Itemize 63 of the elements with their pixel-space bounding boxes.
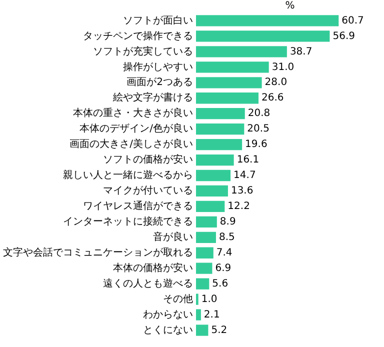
y-tick-label: タッチペンで操作できる — [83, 30, 193, 42]
y-tick-label: 本体の重さ・大きさが良い — [73, 107, 193, 120]
data-label: 31.0 — [272, 62, 294, 73]
data-label: 1.0 — [201, 294, 218, 305]
data-label: 20.5 — [247, 124, 270, 135]
y-tick-label: 操作がしやすい — [123, 60, 193, 73]
bar — [196, 200, 225, 212]
bar — [196, 324, 208, 336]
bar — [196, 108, 245, 120]
data-label: 28.0 — [264, 77, 288, 88]
bar — [196, 124, 244, 135]
data-label: 5.6 — [212, 278, 228, 290]
bar — [196, 138, 242, 150]
bar — [196, 185, 228, 197]
data-label: 6.9 — [215, 262, 232, 274]
y-tick-label: 本体の価格が安い — [113, 262, 193, 274]
bar — [196, 278, 210, 290]
data-label: 14.7 — [234, 170, 256, 182]
y-tick-label: ソフトの価格が安い — [103, 154, 193, 166]
bar — [196, 62, 269, 73]
y-tick-label: インターネットに接続できる — [63, 216, 193, 228]
y-tick-label: マイクが付いている — [103, 186, 193, 197]
data-label: 38.7 — [290, 46, 312, 58]
bar — [196, 247, 214, 258]
data-label: 5.2 — [211, 324, 228, 336]
bar — [196, 232, 216, 243]
data-label: 26.6 — [262, 92, 284, 104]
bar — [196, 216, 217, 228]
y-tick-label: ワイヤレス通信ができる — [83, 200, 193, 212]
y-tick-label: 文字や会話でコミュニケーションが取れる — [3, 246, 193, 258]
data-label: 60.7 — [342, 15, 364, 26]
data-label: 8.5 — [218, 232, 235, 243]
bar — [196, 309, 201, 320]
data-label: 8.9 — [220, 216, 236, 228]
data-label: 12.2 — [228, 201, 250, 212]
y-tick-label: 本体のデザイン/色が良い — [80, 122, 193, 135]
y-tick-label: その他 — [163, 292, 193, 305]
data-label: 2.1 — [204, 309, 220, 320]
y-tick-label: 絵や文字が書ける — [112, 92, 193, 104]
y-tick-label: 音が良い — [153, 231, 193, 243]
y-tick-label: ソフトが充実している — [93, 45, 193, 58]
bar — [196, 170, 231, 182]
y-tick-label: 画面が2つある — [126, 77, 193, 88]
y-tick-label: 親しい人と一緒に遊べるから — [63, 169, 193, 182]
x-axis-title: % — [285, 0, 295, 12]
y-tick-label: とくにない — [143, 324, 193, 336]
bar — [196, 77, 262, 88]
bar — [196, 46, 287, 58]
data-label: 19.6 — [245, 139, 268, 150]
bar — [196, 92, 259, 104]
bar — [196, 154, 234, 166]
bar — [196, 15, 339, 26]
y-tick-label: わからない — [143, 309, 193, 320]
data-label: 7.4 — [216, 247, 232, 258]
data-label: 16.1 — [236, 154, 260, 166]
y-tick-label: 画面の大きさ/美しさが良い — [70, 138, 193, 150]
data-label: 13.6 — [230, 186, 254, 197]
bar — [196, 262, 212, 274]
data-label: 56.9 — [332, 30, 355, 42]
y-tick-label: 遠くの人とも遊べる — [103, 277, 193, 290]
y-tick-label: ソフトが面白い — [123, 14, 193, 26]
data-label: 20.8 — [248, 108, 270, 120]
bar — [196, 30, 330, 42]
